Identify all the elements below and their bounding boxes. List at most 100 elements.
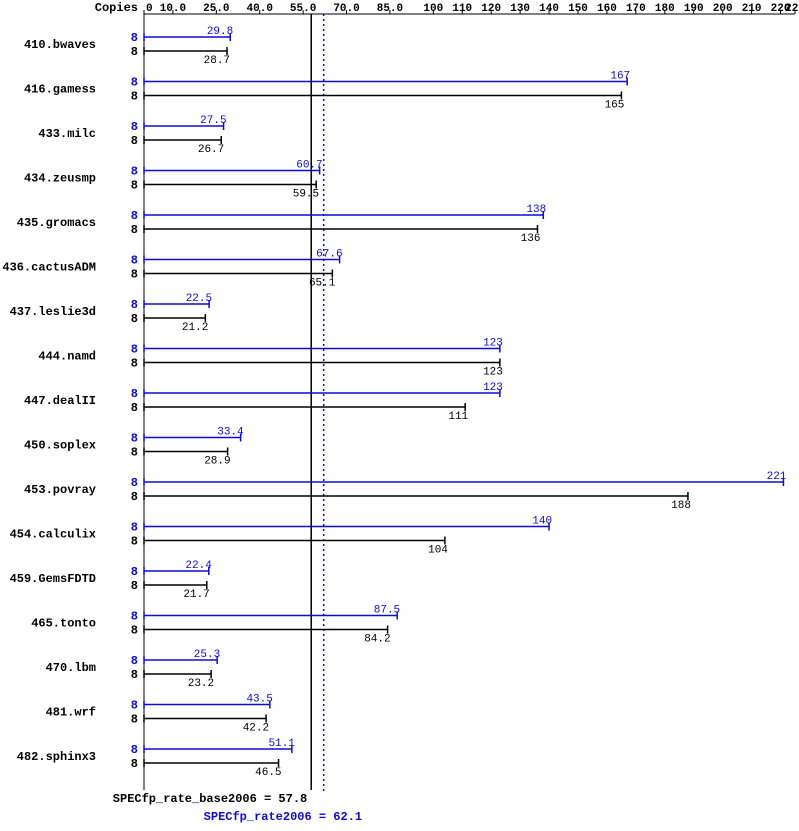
copies-base: 8 (131, 45, 138, 59)
benchmark-row: 444.namd 88 123 123 (38, 338, 502, 379)
benchmark-name: 459.GemsFDTD (10, 572, 96, 586)
peak-value: 43.5 (246, 694, 272, 706)
benchmark-row: 465.tonto 88 87.5 84.2 (31, 605, 400, 646)
peak-value: 87.5 (374, 605, 400, 617)
x-tick-label: 110 (452, 3, 472, 15)
benchmark-name: 470.lbm (46, 661, 96, 675)
benchmark-name: 447.dealII (24, 394, 96, 408)
base-value: 23.2 (188, 678, 214, 690)
x-tick-label: 85.0 (377, 3, 403, 15)
x-tick-label: 150 (568, 3, 588, 15)
copies-base: 8 (131, 713, 138, 727)
copies-peak: 8 (131, 387, 138, 401)
peak-value: 138 (526, 204, 546, 216)
copies-peak: 8 (131, 654, 138, 668)
copies-peak: 8 (131, 120, 138, 134)
peak-value: 123 (483, 338, 503, 350)
benchmark-name: 481.wrf (46, 706, 96, 720)
benchmark-name: 434.zeusmp (24, 172, 96, 186)
x-tick-label: 100 (423, 3, 443, 15)
copies-base: 8 (131, 223, 138, 237)
base-value: 84.2 (364, 634, 390, 646)
benchmark-row: 435.gromacs88138136 (17, 204, 546, 245)
base-value: 136 (521, 233, 541, 245)
base-value: 165 (605, 100, 625, 112)
benchmark-row: 450.soplex8833.428.9 (24, 427, 244, 468)
copies-peak: 8 (131, 343, 138, 357)
x-tick-label: 140 (539, 3, 559, 15)
x-tick-label: 40.0 (247, 3, 273, 15)
copies-base: 8 (131, 134, 138, 148)
benchmark-name: 482.sphinx3 (17, 750, 96, 764)
x-tick-label: 225 (785, 3, 799, 15)
copies-base: 8 (131, 401, 138, 415)
peak-value: 51.1 (268, 738, 295, 750)
copies-peak: 8 (131, 521, 138, 535)
peak-value: 221 (767, 471, 787, 483)
copies-base: 8 (131, 624, 138, 638)
base-value: 21.2 (182, 322, 208, 334)
copies-peak: 8 (131, 565, 138, 579)
benchmark-row: 482.sphinx3 88 51.1 46.5 (17, 738, 295, 779)
base-value: 28.7 (204, 55, 230, 67)
x-tick-label: 210 (742, 3, 762, 15)
copies-peak: 8 (131, 610, 138, 624)
base-value: 21.7 (183, 589, 209, 601)
benchmark-name: 433.milc (38, 127, 96, 141)
copies-base: 8 (131, 312, 138, 326)
benchmark-row: 434.zeusmp8860.759.5 (24, 160, 323, 201)
base-value: 111 (448, 411, 468, 423)
copies-peak: 8 (131, 743, 138, 757)
copies-peak: 8 (131, 209, 138, 223)
benchmark-name: 453.povray (24, 483, 96, 497)
base-value: 123 (483, 367, 503, 379)
spec-rate-chart: 010.025.040.055.070.085.0100110120130140… (0, 0, 799, 831)
x-tick-label: 70.0 (333, 3, 359, 15)
copies-peak: 8 (131, 432, 138, 446)
x-tick-label: 190 (684, 3, 704, 15)
base-value: 42.2 (243, 723, 269, 735)
ref-label-base: SPECfp_rate_base2006 = 57.8 (113, 792, 307, 806)
benchmark-name: 465.tonto (31, 617, 96, 631)
benchmark-row: 453.povray88221188 (24, 471, 787, 512)
benchmark-name: 450.soplex (24, 439, 96, 453)
x-tick-label: 180 (655, 3, 675, 15)
benchmark-row: 437.leslie3d8822.521.2 (10, 293, 213, 334)
benchmark-row: 459.GemsFDTD8822.421.7 (10, 560, 213, 601)
base-value: 59.5 (293, 189, 319, 201)
benchmark-name: 436.cactusADM (2, 261, 96, 275)
copies-peak: 8 (131, 254, 138, 268)
ref-label-peak: SPECfp_rate2006 = 62.1 (204, 810, 362, 824)
base-value: 46.5 (255, 767, 281, 779)
copies-base: 8 (131, 90, 138, 104)
copies-base: 8 (131, 490, 138, 504)
peak-value: 22.5 (186, 293, 212, 305)
copies-base: 8 (131, 757, 138, 771)
x-tick-label: 200 (713, 3, 733, 15)
peak-value: 27.5 (200, 115, 226, 127)
benchmark-row: 454.calculix88140104 (10, 516, 552, 557)
copies-header: Copies (95, 1, 138, 15)
benchmark-name: 444.namd (38, 350, 96, 364)
copies-base: 8 (131, 179, 138, 193)
benchmark-row: 433.milc 88 27.5 26.7 (38, 115, 226, 156)
copies-base: 8 (131, 579, 138, 593)
x-tick-label: 130 (510, 3, 530, 15)
peak-value: 29.8 (207, 26, 233, 38)
base-value: 28.9 (204, 456, 230, 468)
x-tick-label: 25.0 (203, 3, 229, 15)
base-value: 26.7 (198, 144, 224, 156)
copies-peak: 8 (131, 298, 138, 312)
base-value: 65.1 (309, 278, 336, 290)
peak-value: 140 (532, 516, 552, 528)
peak-value: 67.6 (316, 249, 342, 261)
benchmark-row: 436.cactusADM8867.665.1 (2, 249, 342, 290)
benchmark-row: 470.lbm8825.323.2 (46, 649, 221, 690)
benchmark-row: 416.gamess88167165 (24, 71, 630, 112)
peak-value: 33.4 (217, 427, 244, 439)
x-tick-label: 120 (481, 3, 501, 15)
benchmark-row: 410.bwaves8829.828.7 (24, 26, 233, 67)
x-tick-label: 170 (626, 3, 646, 15)
x-tick-label: 10.0 (160, 3, 186, 15)
copies-base: 8 (131, 357, 138, 371)
